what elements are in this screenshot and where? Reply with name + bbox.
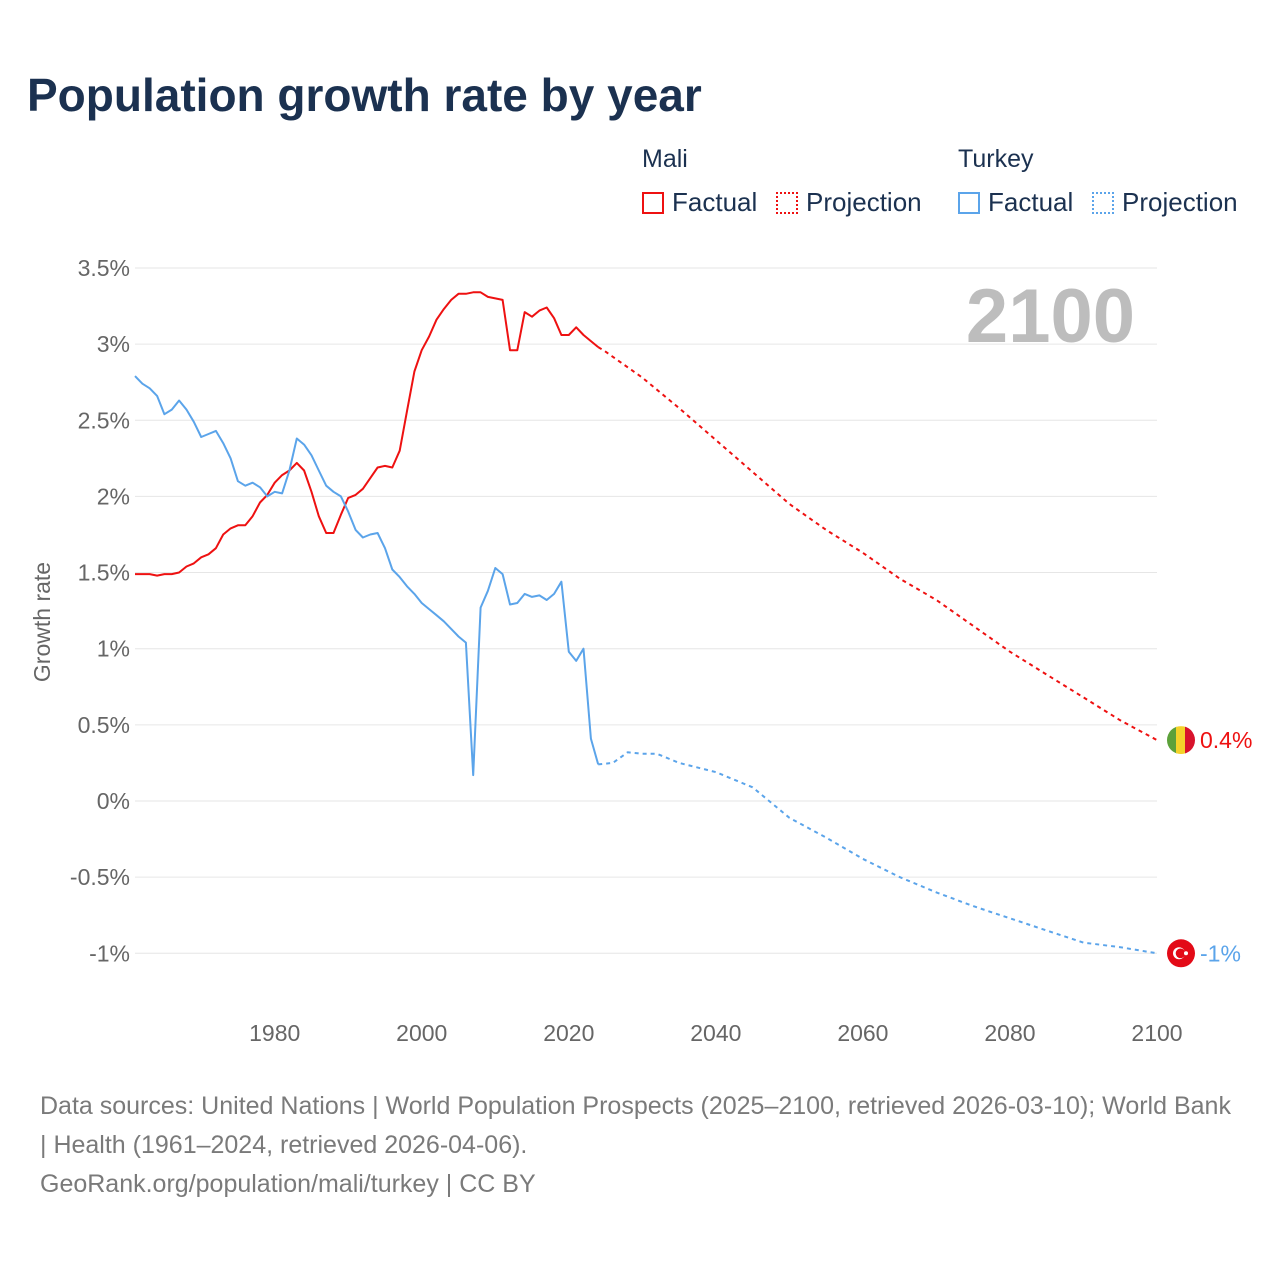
line-chart: 3.5% 3% 2.5% 2% 1.5% 1% 0.5% 0% -0.5% -1% 1980 2000… bbox=[29, 255, 1252, 1046]
source-link[interactable]: GeoRank.org/population/mali/turkey | CC … bbox=[40, 1170, 536, 1198]
legend-label: Projection bbox=[806, 187, 922, 217]
year-badge: 2100 bbox=[966, 274, 1135, 359]
mali-projection-line bbox=[597, 346, 1158, 741]
y-tick-label: -1% bbox=[89, 940, 130, 966]
y-tick-label: -0.5% bbox=[70, 864, 130, 890]
mali-flag-icon bbox=[1167, 726, 1195, 755]
x-tick-label: 2080 bbox=[984, 1020, 1035, 1046]
legend-label: Factual bbox=[988, 187, 1074, 217]
flag-stripe bbox=[1176, 726, 1186, 755]
x-tick-label: 2000 bbox=[396, 1020, 447, 1046]
star bbox=[1184, 951, 1188, 956]
chart-title: Population growth rate by year bbox=[27, 69, 702, 121]
solid-swatch-icon bbox=[642, 191, 664, 214]
y-tick-label: 0% bbox=[97, 788, 130, 814]
legend-turkey-factual[interactable]: Factual bbox=[958, 187, 1073, 218]
dotted-swatch-icon bbox=[776, 191, 798, 214]
turkey-flag-icon bbox=[1167, 939, 1195, 968]
legend-mali-projection[interactable]: Projection bbox=[776, 187, 922, 218]
legend-turkey-projection[interactable]: Projection bbox=[1092, 187, 1238, 218]
y-tick-label: 2% bbox=[97, 483, 130, 509]
crescent-cut bbox=[1175, 948, 1186, 959]
y-tick-label: 2.5% bbox=[78, 407, 130, 433]
solid-swatch-icon bbox=[958, 191, 980, 214]
legend-group-turkey: Turkey bbox=[958, 145, 1034, 173]
flag-stripe bbox=[1167, 726, 1177, 755]
data-sources: Data sources: United Nations | World Pop… bbox=[40, 1092, 1231, 1159]
turkey-projection-line bbox=[598, 751, 1158, 955]
y-tick-label: 1.5% bbox=[78, 560, 130, 586]
end-value-label: 0.4% bbox=[1200, 727, 1252, 753]
flag-stripe bbox=[1185, 726, 1195, 755]
x-tick-label: 2100 bbox=[1131, 1020, 1182, 1046]
end-value-label: -1% bbox=[1200, 940, 1241, 966]
mali-factual-line bbox=[135, 291, 599, 577]
y-tick-label: 3% bbox=[97, 331, 130, 357]
legend-label: Projection bbox=[1122, 187, 1238, 217]
y-tick-label: 1% bbox=[97, 636, 130, 662]
legend-mali-factual[interactable]: Factual bbox=[642, 187, 757, 218]
footer: Data sources: United Nations | World Pop… bbox=[40, 1087, 1240, 1204]
legend-group-mali: Mali bbox=[642, 145, 688, 173]
x-tick-label: 2060 bbox=[837, 1020, 888, 1046]
y-tick-label: 0.5% bbox=[78, 712, 130, 738]
x-tick-label: 2020 bbox=[543, 1020, 594, 1046]
y-axis-label: Growth rate bbox=[29, 562, 55, 682]
turkey-factual-line bbox=[134, 375, 600, 777]
dotted-swatch-icon bbox=[1092, 191, 1114, 214]
x-tick-label: 2040 bbox=[690, 1020, 741, 1046]
y-tick-label: 3.5% bbox=[78, 255, 130, 281]
x-tick-label: 1980 bbox=[249, 1020, 300, 1046]
legend-label: Factual bbox=[672, 187, 758, 217]
